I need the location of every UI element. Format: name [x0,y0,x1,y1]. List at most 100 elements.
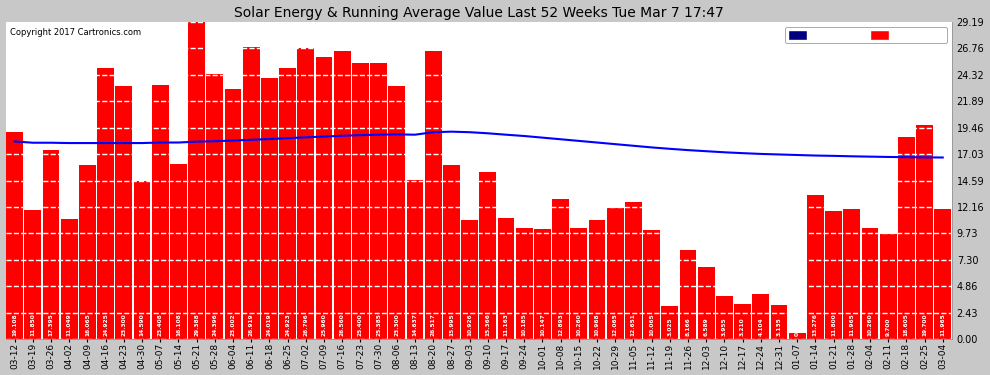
Bar [370,63,387,339]
Bar [225,89,242,339]
Text: 0.554: 0.554 [795,317,800,336]
Bar [607,208,624,339]
Bar [279,69,296,339]
Bar [898,137,915,339]
Bar [188,20,205,339]
Text: 19.700: 19.700 [922,313,927,336]
Text: 10.926: 10.926 [467,313,472,336]
Text: 23.300: 23.300 [122,313,127,336]
Bar [826,211,842,339]
Bar [552,199,569,339]
Text: 12.651: 12.651 [631,313,636,336]
Text: 6.589: 6.589 [704,317,709,336]
Text: 17.395: 17.395 [49,313,53,336]
Text: 23.300: 23.300 [394,313,399,336]
Text: 16.065: 16.065 [85,313,90,336]
Bar [644,230,660,339]
Bar [151,85,168,339]
Bar [334,51,350,339]
Text: 12.893: 12.893 [558,313,563,336]
Text: 15.366: 15.366 [485,313,490,336]
Text: 11.800: 11.800 [831,313,836,336]
Text: 8.166: 8.166 [685,317,690,336]
Bar [843,209,860,339]
Bar [352,63,369,339]
Text: 10.185: 10.185 [522,313,527,336]
Text: 14.637: 14.637 [413,313,418,336]
Text: 10.260: 10.260 [867,313,872,336]
Bar [388,86,405,339]
Bar [170,164,187,339]
Bar [316,57,333,339]
Text: 11.965: 11.965 [940,313,945,336]
Bar [789,333,806,339]
Bar [880,234,897,339]
Text: 26.560: 26.560 [340,313,345,336]
Bar [79,165,96,339]
Text: 25.385: 25.385 [376,313,381,336]
Text: 13.276: 13.276 [813,313,818,336]
Text: 3.025: 3.025 [667,317,672,336]
Text: 24.396: 24.396 [212,313,218,336]
Bar [207,74,223,339]
Bar [589,220,605,339]
Bar [498,218,515,339]
Bar [297,48,314,339]
Text: 3.210: 3.210 [741,317,745,336]
Bar [534,229,550,339]
Text: 11.850: 11.850 [31,313,36,336]
Bar [661,306,678,339]
Bar [570,228,587,339]
Text: 24.925: 24.925 [103,313,108,336]
Text: 10.260: 10.260 [576,313,581,336]
Text: 24.019: 24.019 [267,313,272,336]
Bar [625,202,642,339]
Text: 19.108: 19.108 [12,313,17,336]
Text: 12.065: 12.065 [613,313,618,336]
Legend: Average ($), Weekly ($): Average ($), Weekly ($) [785,27,947,43]
Text: 10.065: 10.065 [649,313,654,336]
Bar [425,51,442,339]
Text: 26.919: 26.919 [248,313,253,336]
Bar [60,219,77,339]
Text: 9.700: 9.700 [886,317,891,336]
Text: 24.923: 24.923 [285,313,290,336]
Text: 23.002: 23.002 [231,313,236,336]
Bar [243,47,259,339]
Bar [25,210,42,339]
Bar [134,181,150,339]
Bar [916,125,933,339]
Text: 11.965: 11.965 [849,313,854,336]
Bar [516,228,533,339]
Bar [735,304,751,339]
Text: 25.400: 25.400 [358,313,363,336]
Text: 15.995: 15.995 [448,313,453,336]
Bar [770,305,787,339]
Text: 11.049: 11.049 [66,313,71,336]
Text: 26.796: 26.796 [303,313,308,336]
Bar [479,172,496,339]
Bar [861,228,878,339]
Bar [807,195,824,339]
Text: 4.104: 4.104 [758,317,763,336]
Bar [407,180,424,339]
Text: 3.955: 3.955 [722,317,727,336]
Bar [461,220,478,339]
Bar [43,150,59,339]
Text: 23.408: 23.408 [157,313,162,336]
Text: 29.388: 29.388 [194,313,199,336]
Title: Solar Energy & Running Average Value Last 52 Weeks Tue Mar 7 17:47: Solar Energy & Running Average Value Las… [234,6,724,20]
Text: 16.108: 16.108 [176,313,181,336]
Text: 18.605: 18.605 [904,313,909,336]
Text: Copyright 2017 Cartronics.com: Copyright 2017 Cartronics.com [10,28,142,38]
Text: 11.163: 11.163 [504,313,509,336]
Bar [679,251,696,339]
Bar [261,78,278,339]
Text: 3.135: 3.135 [776,317,781,336]
Bar [97,68,114,339]
Text: 14.590: 14.590 [140,313,145,336]
Bar [698,267,715,339]
Text: 10.147: 10.147 [540,313,545,336]
Bar [116,86,133,339]
Bar [6,132,23,339]
